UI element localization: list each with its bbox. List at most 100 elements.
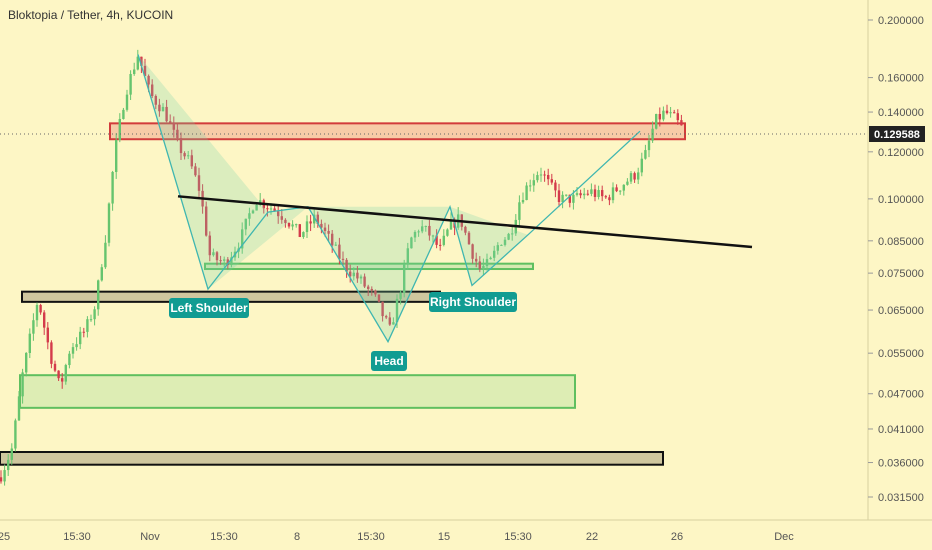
candle-body [615,187,618,192]
candle-body [187,155,190,157]
candle-body [651,128,654,141]
candle-body [100,267,103,281]
candle [413,230,417,243]
candle [64,363,67,385]
candle-body [219,260,222,262]
candle [392,317,395,325]
candle-body [125,94,129,110]
candle [561,191,564,209]
candle-body [57,370,60,379]
candle [611,182,615,204]
candle [651,121,654,143]
candle [176,123,179,142]
candle [493,245,496,262]
candle-body [431,235,435,237]
candle-body [493,250,496,258]
candle [298,224,301,238]
zones-layer [0,122,686,466]
candle-body [316,214,319,224]
candle-body [543,174,546,176]
candle-body [435,235,438,245]
candle [266,204,269,217]
candle [435,229,438,249]
candle [359,274,363,284]
candle [284,218,287,228]
candle [331,229,334,253]
candle-body [381,301,384,317]
head-label: Head [374,354,403,368]
candle-body [367,286,370,289]
candle [424,225,427,232]
candle [669,107,672,118]
candle-body [482,265,485,270]
candle-body [327,230,330,234]
candle-body [496,245,499,251]
candle-body [417,231,420,233]
zone-resistance [109,122,686,141]
candle [205,201,208,237]
candle-body [68,353,71,366]
head-annotation: Head [371,351,407,371]
candle-body [212,252,215,256]
candle [622,184,625,196]
candle-body [637,172,640,180]
candle [507,232,510,241]
candle [43,310,46,335]
candle-body [464,226,467,233]
candle [370,286,373,296]
candle [212,248,215,257]
candle [482,258,485,276]
candle [586,189,589,196]
candle-body [190,155,193,167]
right-shoulder-label-bg [429,292,517,312]
candle [151,79,154,99]
candle-body [439,244,442,246]
candle-body [529,185,532,187]
price-axis[interactable]: 0.200000 0.160000 0.140000 0.120000 0.100000… [868,15,924,504]
candle-body [406,248,409,265]
candle-body [442,235,445,245]
candle-body [25,352,28,373]
candle-body [356,272,359,279]
candle-body [302,232,305,237]
candle-body [644,150,647,159]
trendline-neckline[interactable] [177,195,753,249]
candle [313,209,316,228]
candle [511,227,514,241]
candle-body [7,459,10,471]
candle-body [93,309,96,320]
candle [637,167,640,185]
candle-body [291,224,294,227]
candle [579,189,582,199]
y-tick-label: 0.065000 [878,305,924,317]
candle [71,343,75,359]
candle [615,184,618,193]
candle [547,168,550,186]
candle-body [352,272,355,277]
time-axis[interactable]: 25 15:30 Nov 15:30 8 15:30 15 15:30 22 26 Dec [0,531,794,543]
candle-body [583,193,586,196]
candle-body [194,166,197,176]
candle-body [179,138,183,154]
candle-body [147,75,150,85]
candle-body [79,331,82,345]
candle [100,264,103,282]
candle-body [197,175,201,191]
pattern-layer [137,54,641,344]
candle-body [122,109,125,119]
candle-body [446,229,449,236]
candle-body [467,232,471,245]
candle-body [518,202,521,220]
candle-body [388,317,391,325]
candle [107,202,111,247]
candle [593,184,597,202]
candle-body [143,65,147,76]
candle [7,454,10,476]
candle-body [601,190,604,197]
candle [410,236,413,249]
candle [518,195,521,227]
candle [428,219,431,241]
candle [17,390,21,421]
candle [619,190,622,195]
